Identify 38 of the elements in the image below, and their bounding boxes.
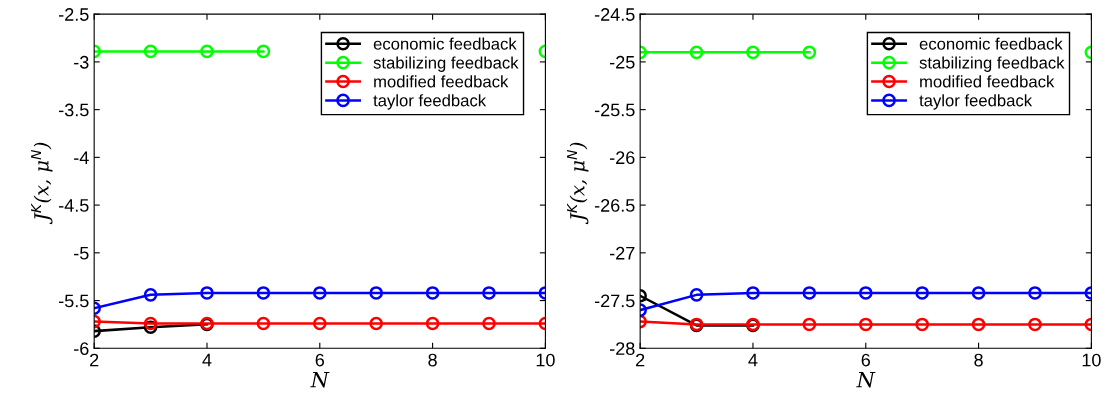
legend-label: modified feedback <box>374 75 509 88</box>
legend-label: economic feedback <box>373 37 517 50</box>
legend-label: economic feedback <box>919 37 1063 50</box>
x-tick-label: 6 <box>861 353 870 367</box>
y-tick-label: -3.5 <box>59 103 89 117</box>
y-tick-label: -25.5 <box>594 103 635 117</box>
legend-label: taylor feedback <box>373 94 487 110</box>
y-tick-label: -28 <box>610 342 635 356</box>
legend-label: stabilizing feedback <box>373 56 519 72</box>
y-tick-label: -5 <box>74 246 89 260</box>
x-axis-title: N <box>856 372 876 388</box>
legend-label: modified feedback <box>920 75 1055 88</box>
y-tick-label: -4.5 <box>59 199 89 212</box>
y-tick-label: -5.5 <box>59 294 89 308</box>
x-tick-label: 10 <box>536 353 555 367</box>
x-tick-label: 8 <box>428 353 437 367</box>
x-tick-label: 2 <box>90 353 99 367</box>
y-tick-label: -27 <box>610 246 635 260</box>
y-axis-title: J$^{K}$(x, μ$^{N}$) <box>31 142 53 225</box>
x-tick-label: 4 <box>748 353 758 367</box>
y-tick-label: -6 <box>74 342 89 356</box>
x-tick-label: 6 <box>315 353 325 367</box>
x-tick-label: 4 <box>202 353 212 367</box>
y-tick-label: -26 <box>610 151 635 165</box>
y-tick-label: -24.5 <box>594 8 635 21</box>
x-axis-title: N <box>310 372 330 388</box>
y-tick-label: -2.5 <box>59 8 89 21</box>
y-tick-label: -4 <box>74 151 89 164</box>
x-tick-label: 10 <box>1082 353 1101 367</box>
x-tick-label: 2 <box>636 353 645 367</box>
legend-label: stabilizing feedback <box>919 56 1065 72</box>
y-tick-label: -26.5 <box>594 199 635 212</box>
y-tick-label: -3 <box>74 55 89 69</box>
x-tick-label: 8 <box>974 353 983 367</box>
y-tick-label: -27.5 <box>594 294 635 308</box>
y-tick-label: -25 <box>610 55 635 69</box>
y-axis-title: J$^{K}$(x, μ$^{N}$) <box>567 142 589 225</box>
legend-label: taylor feedback <box>919 94 1033 110</box>
